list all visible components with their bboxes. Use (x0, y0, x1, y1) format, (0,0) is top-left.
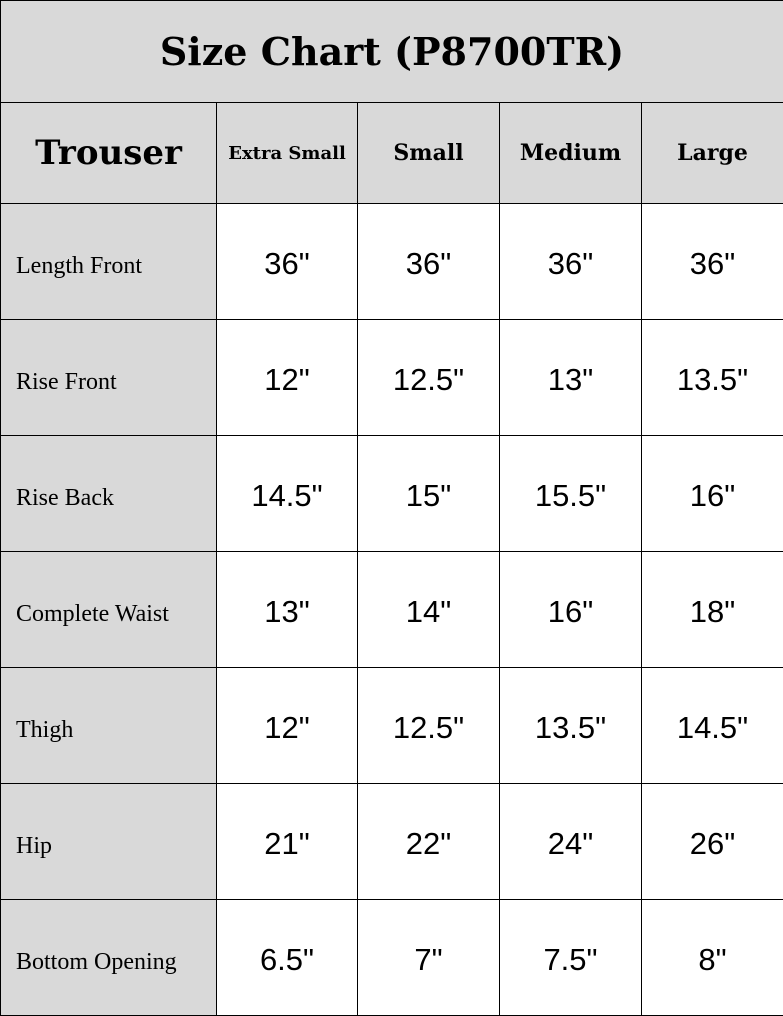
measurement-cell: 14.5" (217, 436, 358, 552)
measurement-cell: 36" (642, 204, 783, 320)
measurement-cell: 22" (358, 784, 500, 900)
row-label: Rise Front (1, 320, 217, 436)
row-label: Hip (1, 784, 217, 900)
chart-title: Size Chart (P8700TR) (1, 1, 783, 103)
row-label: Thigh (1, 668, 217, 784)
measurement-cell: 15.5" (500, 436, 642, 552)
measurement-cell: 36" (217, 204, 358, 320)
row-label: Length Front (1, 204, 217, 320)
measurement-cell: 13.5" (642, 320, 783, 436)
measurement-cell: 14" (358, 552, 500, 668)
measurement-cell: 13.5" (500, 668, 642, 784)
measurement-cell: 13" (500, 320, 642, 436)
row-label: Rise Back (1, 436, 217, 552)
measurement-cell: 12.5" (358, 668, 500, 784)
measurement-cell: 24" (500, 784, 642, 900)
measurement-cell: 36" (358, 204, 500, 320)
measurement-cell: 7.5" (500, 900, 642, 1016)
measurement-cell: 26" (642, 784, 783, 900)
header-size: Extra Small (217, 103, 358, 204)
measurement-cell: 13" (217, 552, 358, 668)
measurement-cell: 16" (642, 436, 783, 552)
measurement-cell: 7" (358, 900, 500, 1016)
measurement-cell: 6.5" (217, 900, 358, 1016)
measurement-cell: 15" (358, 436, 500, 552)
header-size: Small (358, 103, 500, 204)
header-size: Medium (500, 103, 642, 204)
header-size: Large (642, 103, 783, 204)
header-row: Trouser Extra Small Small Medium Large (1, 103, 783, 204)
header-trouser: Trouser (1, 103, 217, 204)
measurement-cell: 12" (217, 320, 358, 436)
measurement-cell: 18" (642, 552, 783, 668)
measurement-cell: 14.5" (642, 668, 783, 784)
measurement-cell: 12" (217, 668, 358, 784)
row-label: Complete Waist (1, 552, 217, 668)
row-label: Bottom Opening (1, 900, 217, 1016)
measurement-cell: 16" (500, 552, 642, 668)
measurement-cell: 12.5" (358, 320, 500, 436)
measurement-cell: 21" (217, 784, 358, 900)
measurement-cell: 36" (500, 204, 642, 320)
measurement-cell: 8" (642, 900, 783, 1016)
